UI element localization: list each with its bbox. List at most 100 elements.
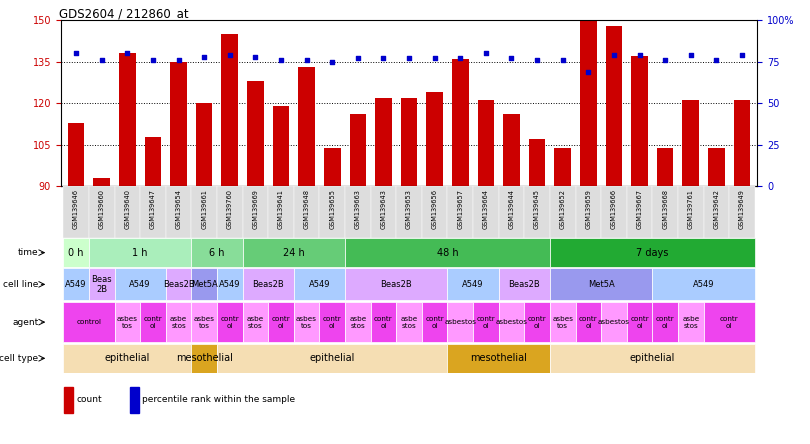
Bar [601,186,627,238]
Bar [140,186,166,238]
Text: GSM139761: GSM139761 [688,189,693,229]
Bar [422,302,447,342]
Text: GSM139668: GSM139668 [662,189,668,229]
Text: agent: agent [12,317,38,327]
Text: epithelial: epithelial [104,353,150,363]
Bar [652,186,678,238]
Bar [529,139,545,186]
Text: GSM139657: GSM139657 [458,189,463,229]
Point [121,50,134,57]
Bar [114,186,140,238]
Text: contr
ol: contr ol [528,316,547,329]
Bar [396,186,422,238]
Text: A549: A549 [463,280,484,289]
Text: GSM139648: GSM139648 [304,189,309,229]
Text: A549: A549 [130,280,151,289]
Bar [166,268,191,301]
Bar [708,148,725,186]
Point [70,50,83,57]
Text: cell line: cell line [3,280,38,289]
Point [326,58,339,65]
Bar [426,92,443,186]
Bar [678,302,704,342]
Bar [550,186,576,238]
Bar [371,186,396,238]
Text: control: control [76,319,101,325]
Bar [401,98,417,186]
Bar [130,387,139,413]
Point [684,52,697,59]
Text: GSM139644: GSM139644 [509,189,514,229]
Text: GSM139647: GSM139647 [150,189,156,229]
Bar [447,344,550,373]
Bar [242,302,268,342]
Text: contr
ol: contr ol [656,316,675,329]
Bar [345,238,550,267]
Text: Beas
2B: Beas 2B [92,275,112,294]
Bar [704,302,755,342]
Point [96,56,109,63]
Bar [576,302,601,342]
Point [249,53,262,60]
Text: GSM139645: GSM139645 [534,189,540,229]
Bar [145,137,161,186]
Bar [247,81,264,186]
Text: GSM139664: GSM139664 [483,189,489,229]
Bar [114,302,140,342]
Text: contr
ol: contr ol [630,316,649,329]
Bar [499,302,524,342]
Text: asbestos: asbestos [496,319,527,325]
Text: GSM139660: GSM139660 [99,189,104,229]
Point [147,56,160,63]
Text: GSM139663: GSM139663 [355,189,360,229]
Point [275,56,288,63]
Text: contr
ol: contr ol [579,316,598,329]
Text: 24 h: 24 h [283,248,305,258]
Bar [89,186,114,238]
Bar [503,115,520,186]
Bar [217,302,242,342]
Text: epithelial: epithelial [629,353,675,363]
Bar [324,148,340,186]
Bar [64,387,73,413]
Bar [166,302,191,342]
Text: contr
ol: contr ol [476,316,495,329]
Bar [63,344,191,373]
Text: asbes
tos: asbes tos [552,316,573,329]
Point [582,68,595,75]
Point [633,52,646,59]
Text: asbestos: asbestos [598,319,630,325]
Bar [140,302,166,342]
Bar [242,268,294,301]
Bar [580,20,597,186]
Text: asbe
stos: asbe stos [247,316,264,329]
Text: Met5A: Met5A [191,280,218,289]
Point [352,55,365,62]
Bar [191,186,217,238]
Text: 7 days: 7 days [636,248,668,258]
Bar [63,238,89,267]
Text: epithelial: epithelial [309,353,355,363]
Bar [268,186,294,238]
Text: asbes
tos: asbes tos [194,316,215,329]
Point [505,55,518,62]
Bar [345,186,371,238]
Text: 0 h: 0 h [68,248,84,258]
Bar [657,148,673,186]
Bar [396,302,422,342]
Bar [294,302,319,342]
Bar [114,268,166,301]
Bar [119,53,135,186]
Point [428,55,441,62]
Bar [601,302,627,342]
Bar [627,186,652,238]
Text: Beas2B: Beas2B [253,280,284,289]
Bar [89,268,114,301]
Bar [576,186,601,238]
Text: GSM139669: GSM139669 [253,189,258,229]
Text: GSM139641: GSM139641 [278,189,284,229]
Text: GSM139654: GSM139654 [176,189,181,229]
Text: asbe
stos: asbe stos [682,316,699,329]
Bar [319,186,345,238]
Text: A549: A549 [66,280,87,289]
